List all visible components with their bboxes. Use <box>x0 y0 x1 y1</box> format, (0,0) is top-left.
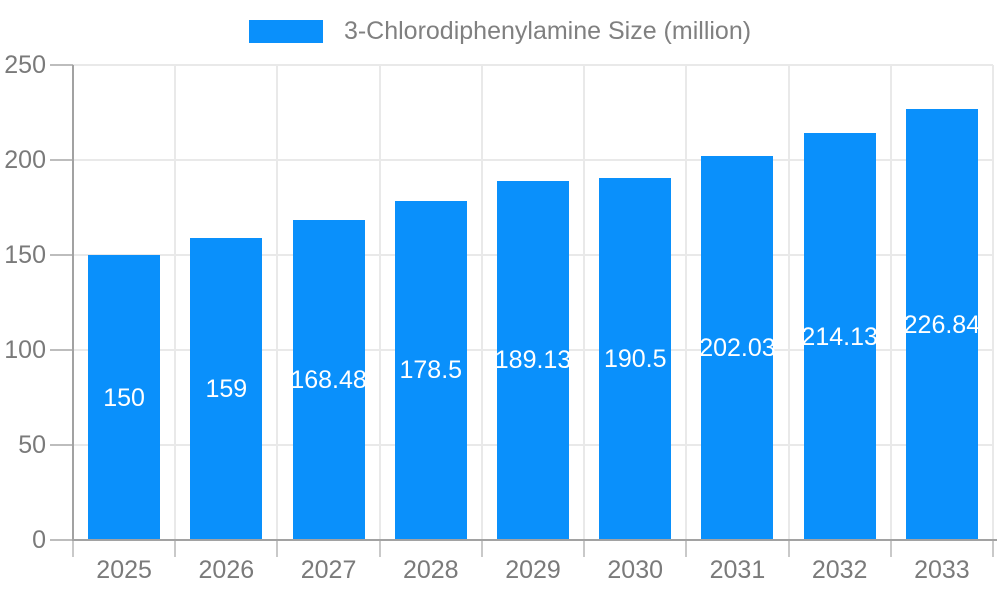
x-tick-label: 2030 <box>607 556 664 584</box>
bar-value-label: 202.03 <box>699 334 776 363</box>
bar-value-label: 190.5 <box>603 345 667 374</box>
x-axis-tick <box>276 540 279 557</box>
x-gridline <box>276 65 279 540</box>
y-tick-label: 100 <box>4 336 46 364</box>
x-gridline <box>174 65 177 540</box>
y-axis-tick <box>50 159 73 161</box>
x-tick-label: 2027 <box>300 556 357 584</box>
x-gridline <box>787 65 790 540</box>
x-axis-tick <box>480 540 483 557</box>
bar-value-label: 159 <box>205 374 248 403</box>
bar-value-label: 150 <box>103 383 145 412</box>
bar[interactable] <box>497 180 569 539</box>
x-axis-tick <box>992 540 994 557</box>
y-tick-label: 200 <box>4 146 46 174</box>
y-tick-label: 0 <box>32 526 46 554</box>
x-axis-tick <box>174 540 177 557</box>
bar[interactable] <box>190 237 263 539</box>
y-axis-tick <box>50 444 73 446</box>
bar-value-label: 226.84 <box>903 310 981 339</box>
legend-swatch <box>248 20 323 43</box>
x-gridline <box>685 65 688 540</box>
x-gridline <box>889 65 892 540</box>
x-axis-tick <box>72 540 74 557</box>
x-tick-label: 2032 <box>811 556 868 584</box>
bar-value-label: 189.13 <box>494 346 572 375</box>
x-tick-label: 2028 <box>402 556 459 584</box>
legend-item[interactable]: 3-Chlorodiphenylamine Size (million) <box>0 17 1000 46</box>
bar[interactable] <box>803 133 876 539</box>
bar[interactable] <box>905 109 978 539</box>
x-tick-label: 2033 <box>914 556 970 584</box>
bar-value-label: 214.13 <box>801 322 878 351</box>
bar-value-label: 178.5 <box>399 356 463 385</box>
x-tick-label: 2025 <box>96 556 152 584</box>
x-gridline <box>378 65 381 540</box>
x-gridline <box>583 65 586 540</box>
x-tick-label: 2031 <box>709 556 766 584</box>
y-gridline <box>73 159 993 161</box>
bar[interactable] <box>292 219 365 539</box>
x-axis-tick <box>685 540 688 557</box>
bar-value-label: 168.48 <box>290 365 367 394</box>
bar[interactable] <box>88 255 161 539</box>
y-gridline <box>73 64 993 66</box>
y-axis-tick <box>50 349 73 351</box>
x-tick-label: 2026 <box>198 556 255 584</box>
y-tick-label: 250 <box>4 51 46 79</box>
x-axis-tick <box>889 540 892 557</box>
legend-label: 3-Chlorodiphenylamine Size (million) <box>343 17 752 45</box>
bar[interactable] <box>599 178 672 539</box>
y-tick-label: 50 <box>18 431 46 459</box>
x-gridline <box>480 65 483 540</box>
y-axis-tick <box>50 254 73 256</box>
y-tick-label: 150 <box>4 241 46 269</box>
x-axis-tick <box>787 540 790 557</box>
x-axis-line <box>72 539 997 541</box>
y-axis-tick <box>50 539 73 541</box>
x-axis-tick <box>583 540 586 557</box>
x-tick-label: 2029 <box>505 556 561 584</box>
x-gridline <box>992 65 994 540</box>
y-axis-line <box>72 65 74 540</box>
bar[interactable] <box>394 200 467 539</box>
bar[interactable] <box>701 156 774 539</box>
x-axis-tick <box>378 540 381 557</box>
y-axis-tick <box>50 64 73 66</box>
